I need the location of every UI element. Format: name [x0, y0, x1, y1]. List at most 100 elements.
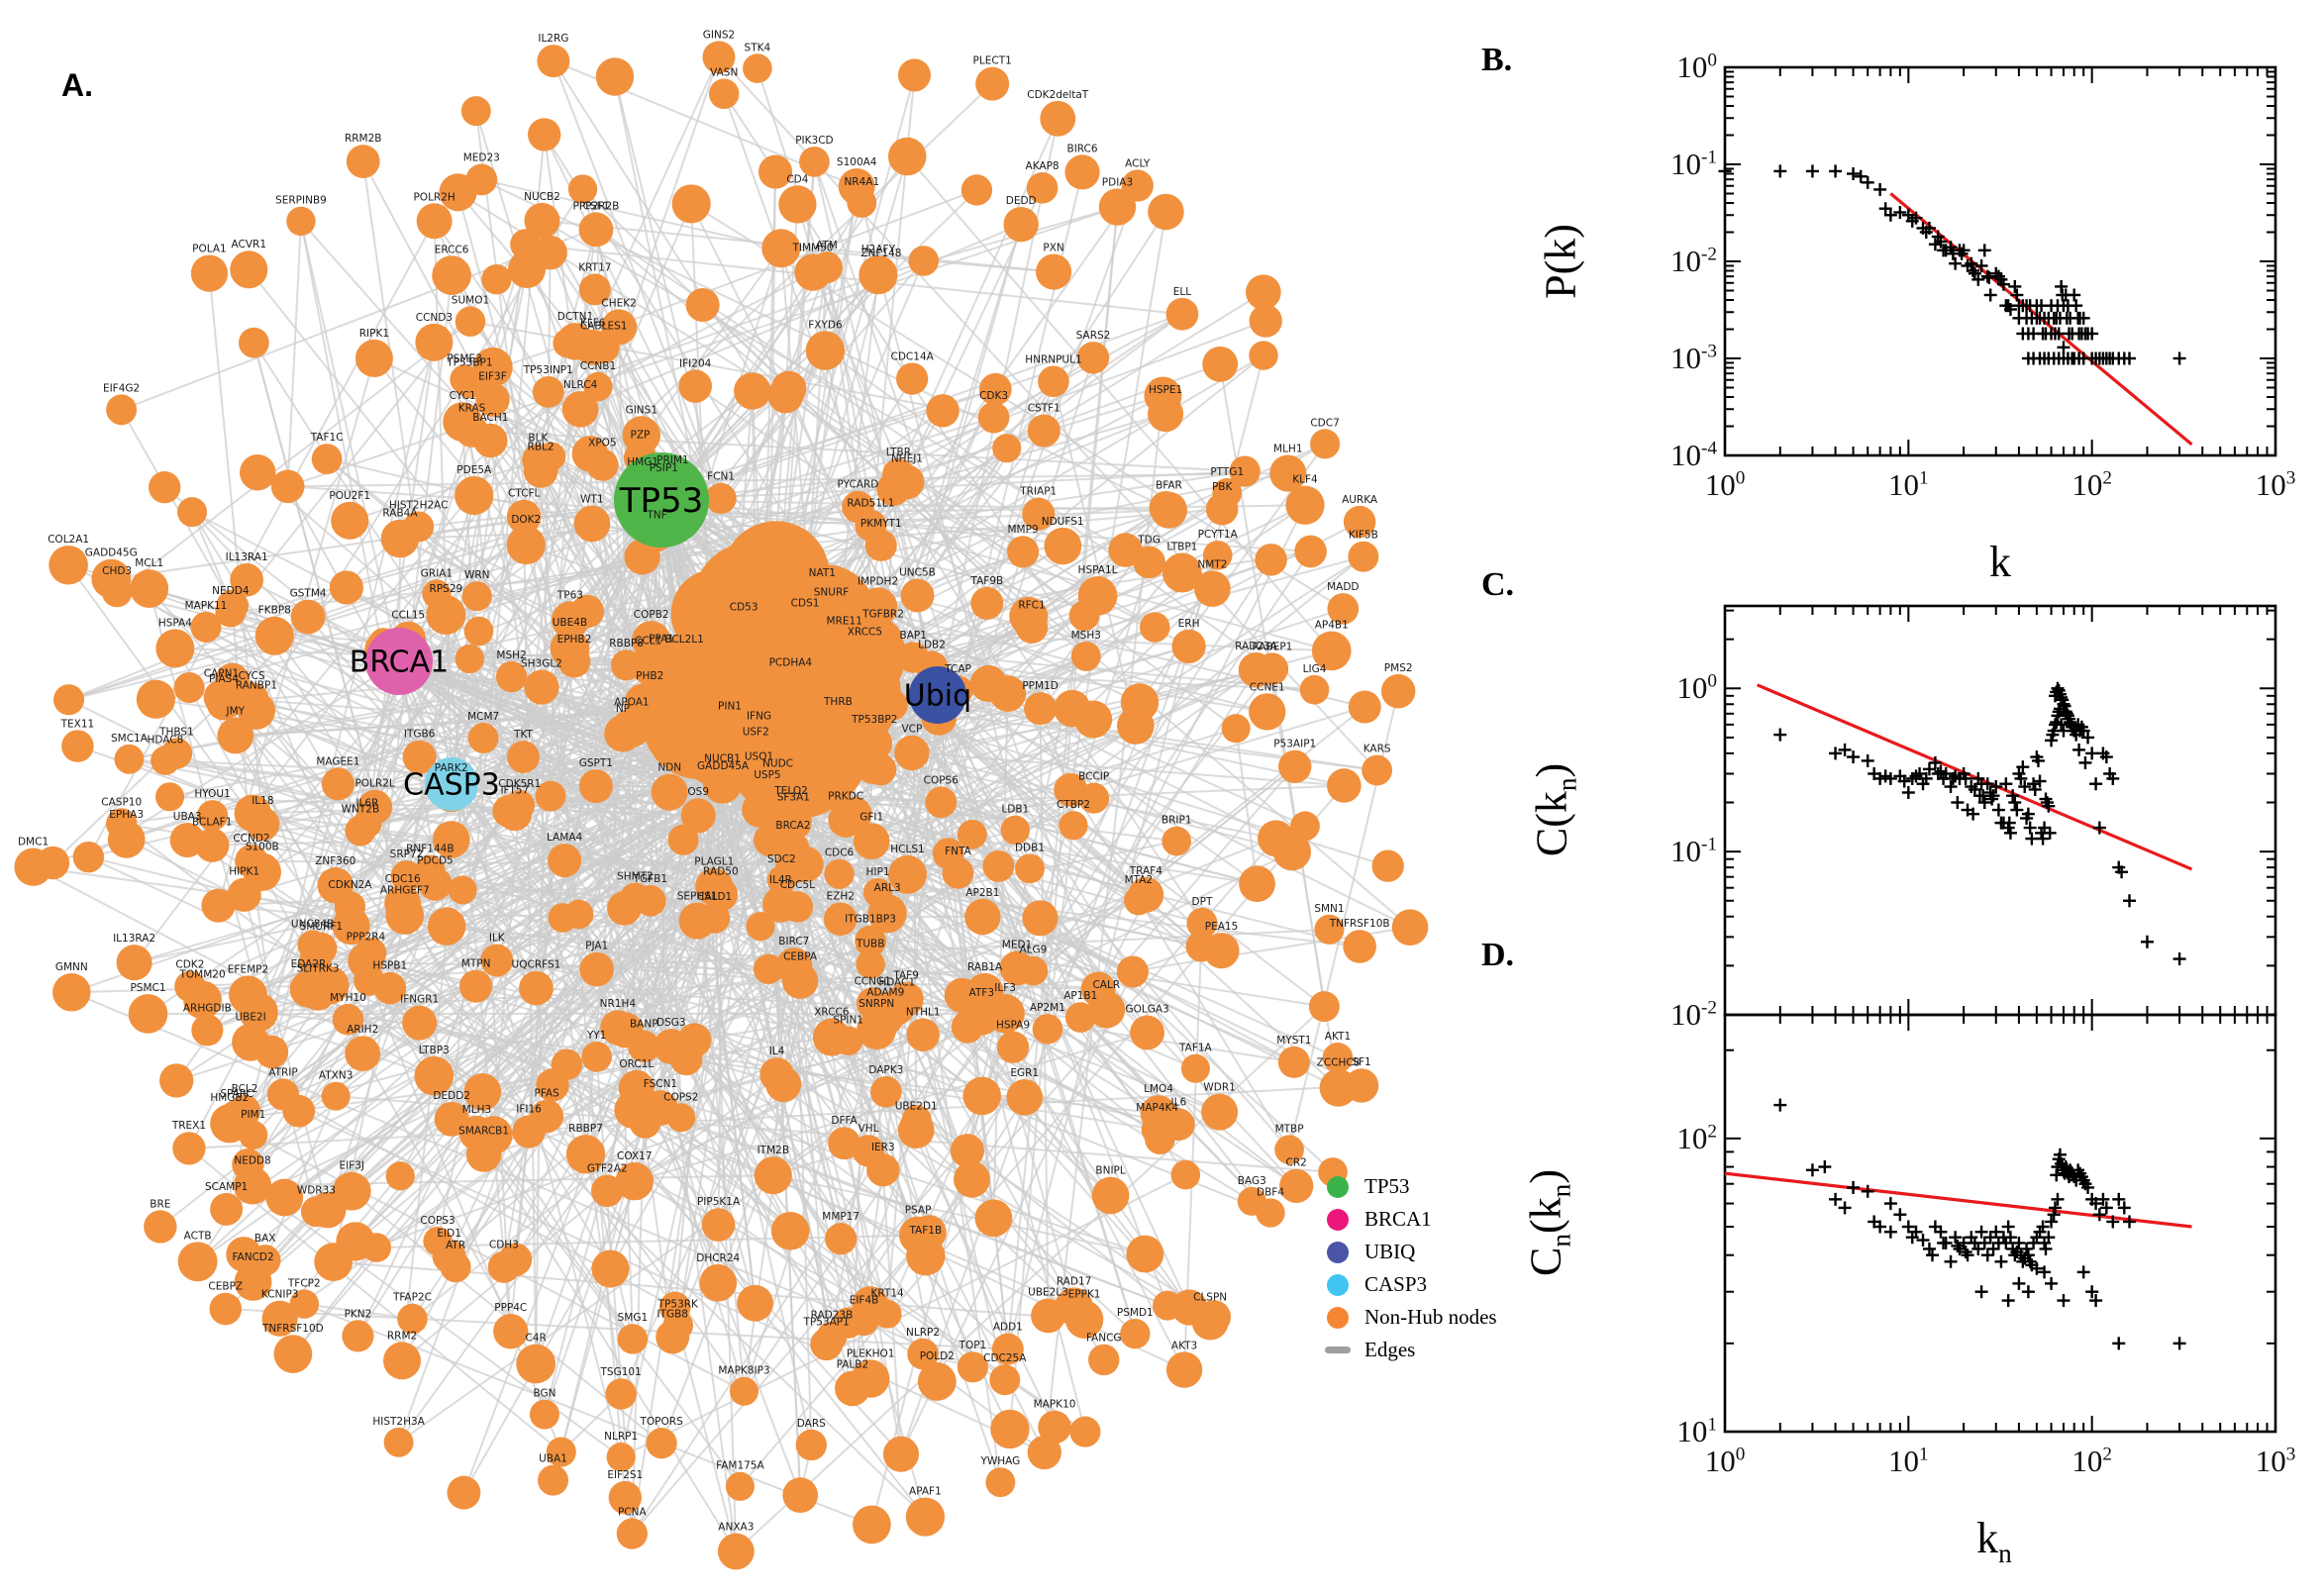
gene-label: MADD: [1327, 581, 1359, 593]
network-node: [321, 767, 355, 801]
network-node: [537, 45, 570, 78]
gene-label: NUDC: [762, 757, 793, 769]
plot-frame: [1723, 1013, 2277, 1434]
gene-label: PDCD5: [417, 855, 454, 867]
network-node: [516, 1344, 556, 1384]
gene-label: AP2B1: [965, 887, 999, 899]
gene-label: SMG1: [618, 1312, 649, 1324]
gene-label: EIF4G2: [103, 382, 140, 394]
network-node: [261, 1300, 298, 1337]
gene-label: SF1: [1352, 1056, 1370, 1068]
network-node: [144, 1210, 177, 1244]
gene-label: PCNA: [618, 1506, 648, 1518]
gene-label: EDA2R: [291, 958, 327, 970]
axis-ticks: [1724, 66, 2276, 456]
gene-label: SMN1: [1314, 903, 1344, 915]
gene-label: PALB2: [837, 1359, 869, 1371]
network-node: [1343, 505, 1376, 539]
edge-swatch-icon: [1325, 1347, 1351, 1353]
gene-label: HDAC1: [878, 977, 915, 989]
gene-label: USF2: [743, 727, 769, 739]
network-node: [906, 1236, 946, 1276]
gene-label: AKT1: [1325, 1031, 1351, 1043]
gene-label: MAPK8IP3: [718, 1365, 769, 1377]
gene-label: EGR1: [1010, 1067, 1039, 1079]
gene-label: IFT57: [500, 785, 529, 797]
scatter-points: [1773, 1098, 2186, 1350]
gene-label: POLD2: [920, 1350, 955, 1362]
network-node: [1162, 826, 1192, 856]
network-node: [799, 147, 830, 177]
network-node: [774, 803, 812, 841]
nonhub-swatch-icon: [1327, 1306, 1349, 1329]
network-node: [450, 364, 479, 394]
network-node: [770, 1212, 810, 1250]
network-node: [992, 434, 1022, 463]
x-tick-label: 101: [1888, 467, 1929, 502]
network-node: [781, 891, 814, 923]
chart-panel-D: [1723, 1013, 2277, 1434]
network-node: [380, 519, 420, 558]
network-node: [72, 841, 105, 873]
network-node: [1256, 652, 1289, 685]
network-node: [52, 684, 85, 716]
gene-label: MSH2: [496, 649, 526, 661]
gene-label: TRAF4: [1129, 865, 1163, 877]
gene-label: TGFB1: [633, 873, 667, 885]
network-node: [651, 773, 688, 811]
gene-label: PZP: [631, 430, 651, 442]
gene-label: CDC25A: [983, 1352, 1027, 1364]
network-node: [1308, 991, 1340, 1023]
network-node: [1098, 188, 1137, 226]
network-node: [857, 725, 893, 761]
network-node: [201, 888, 236, 923]
gene-label: SCAMP1: [205, 1181, 248, 1193]
network-node: [506, 499, 542, 535]
gene-label: ILF3: [994, 982, 1016, 994]
network-node: [432, 255, 471, 295]
gene-label: GSPT1: [579, 757, 613, 769]
gene-label: PCDHA4: [769, 657, 813, 669]
scatter-points: [1773, 681, 2186, 966]
network-node: [567, 174, 598, 204]
network-node: [561, 390, 599, 428]
network-node: [1186, 907, 1218, 940]
network-node: [1022, 900, 1059, 937]
gene-label: TAF9: [892, 970, 919, 982]
network-node: [1120, 1318, 1151, 1349]
gene-label: IL18: [252, 795, 273, 807]
gene-label: UNC84B: [291, 918, 334, 930]
legend-item-edges: Edges: [1325, 1334, 1497, 1366]
gene-label: YY1: [586, 1030, 607, 1042]
network-node: [632, 621, 671, 660]
network-nodes: [14, 41, 1429, 1570]
gene-label: USO1: [745, 751, 773, 763]
legend-item-ubiq: UBIQ: [1327, 1236, 1497, 1268]
network-node: [390, 860, 423, 892]
gene-label: ACTB: [184, 1230, 212, 1242]
gene-label: BCL2L1: [664, 634, 703, 646]
network-node: [743, 722, 775, 754]
gene-label: GTF2A2: [587, 1163, 628, 1175]
network-node: [608, 1480, 642, 1515]
network-node: [136, 679, 175, 719]
axis-label-cnkn: Cn(kn): [1521, 1169, 1576, 1276]
network-node: [329, 570, 363, 605]
network-node: [1165, 297, 1199, 331]
gene-label: NUCB1: [704, 753, 741, 765]
gene-label: CDC14A: [891, 350, 935, 362]
gene-label: S100A4: [837, 156, 877, 168]
network-node: [61, 730, 94, 762]
network-node: [448, 875, 477, 905]
gene-label: CR2: [1286, 1157, 1307, 1169]
gene-label: NDN: [657, 762, 681, 774]
gene-label: LTBR: [886, 447, 911, 458]
network-node: [475, 382, 510, 417]
gene-label: SDC2: [767, 853, 796, 865]
network-node: [1133, 546, 1165, 579]
network-node: [1194, 570, 1231, 608]
gene-label: PIM1: [241, 1109, 265, 1121]
gene-label: TGFBR2: [861, 608, 904, 620]
network-node: [209, 1292, 243, 1326]
network-node: [835, 1370, 870, 1407]
